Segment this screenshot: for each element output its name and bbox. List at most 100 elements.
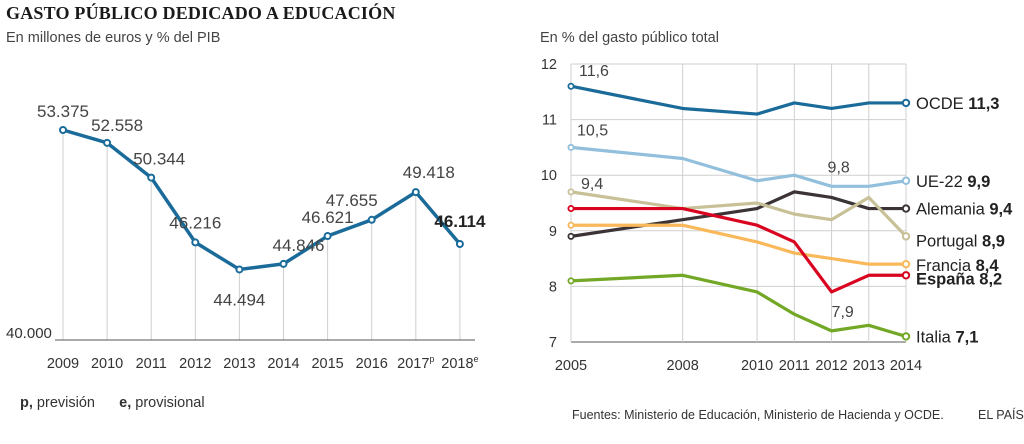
right-end-label-name-ocde: OCDE	[916, 95, 968, 113]
right-chart: 7 8 9 10 11 12 2005 2008 2010 2011 2012 2013 2014 OCD…	[541, 57, 1013, 374]
right-annotation-ue-22-2005: 10,5	[577, 122, 608, 139]
right-annotation-portugal-2005: 9,4	[581, 176, 603, 193]
right-end-label-espana: España 8,2	[916, 270, 1002, 288]
right-annotation-ue-22-2012: 9,8	[828, 159, 850, 176]
right-end-point-italia	[901, 332, 911, 341]
sources-note: Fuentes: Ministerio de Educación, Minist…	[572, 408, 944, 422]
right-end-label-value-francia: 8,4	[976, 257, 1000, 275]
right-series-line-italia	[570, 273, 907, 338]
left-data-label-2009: 53.375	[37, 102, 89, 121]
right-end-label-ocde: OCDE 11,3	[916, 95, 999, 113]
right-end-label-name-francia: Francia	[916, 257, 976, 275]
right-end-label-italia: Italia 7,1	[916, 328, 978, 346]
legend-e-text: provisional	[135, 395, 205, 411]
left-baseline-label: 40.000	[6, 325, 52, 342]
right-annotation-ocde-2005: 11,6	[579, 63, 609, 80]
right-end-point-ocde	[901, 98, 911, 108]
left-point-2016	[367, 215, 376, 224]
page-title: GASTO PÚBLICO DEDICADO A EDUCACIÓN	[6, 3, 396, 23]
left-series-line	[62, 128, 462, 272]
legend: p, previsión e, provisional	[20, 395, 205, 411]
right-end-label-name-italia: Italia	[916, 328, 955, 346]
right-y-tick-12: 12	[541, 57, 557, 73]
right-x-tick-2012: 2012	[815, 358, 847, 374]
left-data-label-2014: 44.846	[273, 236, 325, 255]
left-x-tick-sup-2017p: p	[429, 354, 434, 364]
left-point-2012	[191, 238, 200, 247]
right-end-point-francia	[901, 259, 911, 269]
left-point-2017p	[411, 188, 420, 197]
right-end-point-alemania	[901, 204, 911, 213]
right-end-label-value-portugal: 8,9	[982, 232, 1005, 250]
left-x-tick-2009: 2009	[47, 356, 79, 372]
legend-e-key: e,	[119, 395, 132, 411]
left-point-2009	[59, 126, 67, 134]
left-x-tick-2015: 2015	[311, 356, 343, 372]
left-data-label-2011: 50.344	[133, 150, 185, 169]
right-end-label-portugal: Portugal 8,9	[916, 232, 1005, 250]
right-start-point-alemania	[567, 232, 575, 240]
right-x-tick-2008: 2008	[667, 358, 699, 374]
left-point-2015	[323, 232, 332, 241]
left-data-label-2013: 44.494	[213, 290, 265, 309]
right-end-label-name-portugal: Portugal	[916, 232, 982, 250]
left-point-2018e	[455, 240, 464, 249]
left-x-tick-2013: 2013	[223, 356, 255, 372]
left-data-label-2017p: 49.418	[403, 163, 455, 182]
left-data-label-2016: 47.655	[326, 191, 378, 210]
right-end-point-espana	[901, 271, 911, 280]
right-end-label-ue-22: UE-22 9,9	[916, 173, 990, 191]
right-end-point-ue-22	[901, 176, 911, 185]
right-start-point-ue-22	[567, 143, 575, 151]
left-data-label-2010: 52.558	[91, 116, 143, 135]
right-end-label-value-ue-22: 9,9	[967, 173, 990, 191]
right-x-tick-2005: 2005	[555, 358, 587, 374]
right-start-point-espana	[567, 205, 575, 213]
right-y-tick-10: 10	[541, 168, 557, 184]
left-x-tick-2011: 2011	[136, 356, 167, 372]
right-end-label-value-alemania: 9,4	[989, 201, 1013, 219]
right-chart-subtitle: En % del gasto público total	[540, 30, 719, 46]
right-end-label-value-italia: 7,1	[955, 328, 978, 346]
right-start-point-francia	[567, 221, 575, 229]
right-x-tick-2010: 2010	[741, 358, 773, 374]
right-end-point-portugal	[901, 232, 911, 241]
left-chart-subtitle: En millones de euros y % del PIB	[6, 30, 221, 46]
left-x-tick-2014: 2014	[267, 356, 299, 372]
right-end-label-francia: Francia 8,4	[916, 257, 999, 275]
left-x-tick-sup-2018e: e	[474, 354, 479, 364]
right-x-tick-2014: 2014	[890, 358, 922, 374]
right-end-label-name-alemania: Alemania	[916, 201, 989, 219]
left-data-label-2015: 46.621	[302, 208, 354, 227]
right-y-tick-8: 8	[549, 279, 557, 295]
right-end-label-name-ue-22: UE-22	[916, 173, 967, 191]
left-x-tick-2016: 2016	[356, 356, 388, 372]
left-data-label-2018e: 46.114	[434, 212, 486, 231]
left-data-label-2012: 46.216	[169, 213, 221, 232]
right-series-line-ocde	[570, 84, 906, 116]
left-x-tick-2018e: 2018e	[441, 354, 478, 372]
right-x-tick-2011: 2011	[779, 358, 810, 374]
legend-p-key: p,	[20, 395, 33, 411]
brand-label: EL PAÍS	[978, 408, 1024, 422]
right-start-point-portugal	[567, 188, 575, 196]
left-point-2014	[279, 259, 288, 268]
right-annotation-espana-2012: 7,9	[832, 304, 854, 321]
left-x-tick-2017p: 2017p	[397, 354, 434, 372]
right-end-label-value-ocde: 11,3	[968, 95, 999, 113]
right-y-tick-7: 7	[549, 335, 557, 351]
left-x-tick-2012: 2012	[179, 356, 211, 372]
right-end-label-value-espana: 8,2	[979, 270, 1002, 288]
left-point-2010	[103, 138, 112, 147]
right-end-label-name-espana: España	[916, 270, 979, 288]
right-start-point-italia	[567, 277, 575, 285]
right-start-point-ocde	[567, 82, 575, 90]
left-point-2013	[235, 265, 244, 274]
right-y-tick-11: 11	[542, 113, 557, 129]
left-point-2011	[147, 173, 156, 182]
right-series-line-espana	[571, 206, 906, 294]
right-series-line-alemania	[570, 190, 906, 238]
right-y-tick-9: 9	[549, 224, 557, 240]
